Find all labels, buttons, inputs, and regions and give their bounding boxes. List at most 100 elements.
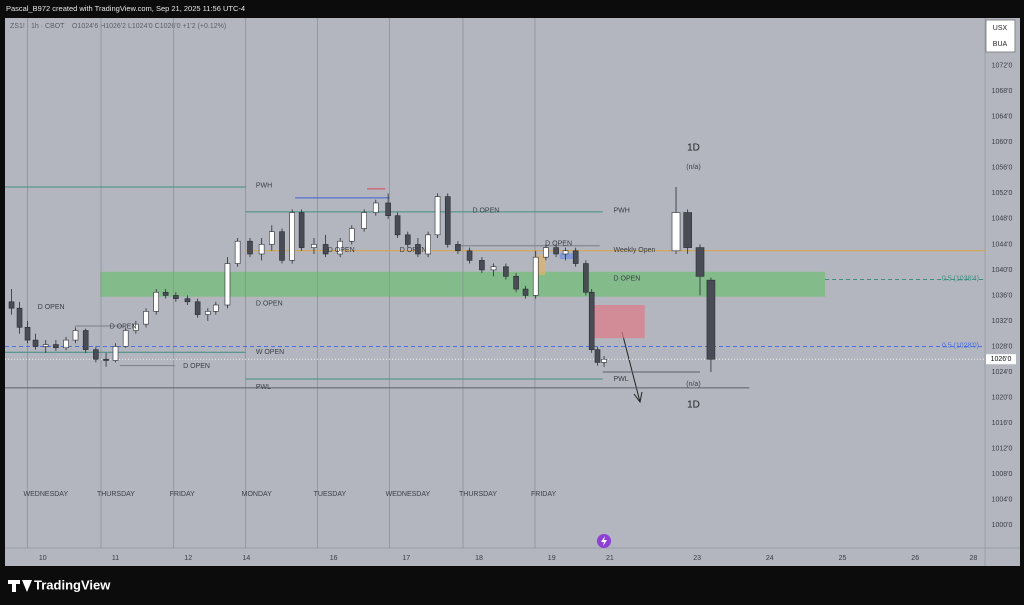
candle-body	[143, 311, 149, 325]
candle-body	[269, 231, 275, 245]
candle-body	[234, 240, 241, 264]
candle-body	[594, 349, 601, 363]
candle-body	[588, 291, 595, 350]
candle-body	[53, 344, 59, 349]
x-tick-label: 14	[242, 555, 250, 562]
y-tick-label: 1056'0	[992, 165, 1013, 172]
annotation: D OPEN	[614, 276, 641, 283]
session-label: THURSDAY	[459, 491, 497, 498]
y-tick-label: 1016'0	[992, 420, 1013, 427]
y-tick-label: 1072'0	[992, 63, 1013, 70]
annotation: D OPEN	[472, 207, 499, 214]
annotation: D OPEN	[328, 247, 355, 254]
candle-body	[289, 212, 295, 261]
annotation: D OPEN	[38, 304, 65, 311]
candle-body	[93, 349, 99, 360]
candle-body	[279, 231, 285, 261]
candle-body	[466, 250, 473, 261]
candle-body	[63, 339, 69, 349]
y-tick-label: 1052'0	[992, 190, 1013, 197]
daily-label: 1D	[687, 143, 700, 154]
annotation: PWL	[256, 384, 271, 391]
candle-body	[8, 301, 15, 309]
candle-body	[455, 244, 461, 252]
candle-body	[82, 330, 89, 350]
candle-body	[444, 196, 451, 245]
candle-body	[532, 256, 539, 296]
session-label: FRIDAY	[170, 491, 195, 498]
session-label: WEDNESDAY	[386, 491, 431, 498]
annotation: D OPEN	[545, 241, 572, 248]
candle-body	[247, 240, 253, 255]
annotation: PWH	[256, 183, 272, 190]
candle-body	[298, 212, 305, 248]
annotation: PWH	[614, 207, 630, 214]
candle-body	[133, 323, 139, 331]
candle-body	[112, 346, 119, 361]
x-tick-label: 19	[548, 555, 556, 562]
ohlc-info: O1024'6 H1026'2 L1024'0 C1026'0 +1'2 (+0…	[72, 23, 226, 30]
x-tick-label: 28	[969, 555, 977, 562]
y-tick-label: 1044'0	[992, 241, 1013, 248]
y-tick-label: 1024'0	[992, 369, 1013, 376]
x-tick-label: 18	[475, 555, 483, 562]
y-tick-label: 1004'0	[992, 496, 1013, 503]
candle-body	[153, 291, 160, 312]
annotation: D OPEN	[110, 324, 137, 331]
candle-body	[213, 304, 219, 312]
candle-body	[706, 279, 716, 360]
candle-body	[103, 358, 109, 361]
session-label: TUESDAY	[314, 491, 347, 498]
x-tick-label: 25	[839, 555, 847, 562]
y-tick-label: 1012'0	[992, 445, 1013, 452]
annotation: D OPEN	[400, 247, 427, 254]
annotation: D OPEN	[183, 363, 210, 370]
candle-body	[184, 298, 191, 303]
session-label: MONDAY	[242, 491, 273, 498]
header-text: Pascal_B972 created with TradingView.com…	[6, 4, 245, 13]
candle-body	[122, 330, 129, 347]
daily-note: (n/a)	[686, 164, 700, 171]
annotation: W OPEN	[256, 349, 284, 356]
candle-body	[404, 234, 411, 245]
y-tick-label: 1008'0	[992, 471, 1013, 478]
x-tick-label: 23	[693, 555, 701, 562]
candle-body	[372, 202, 379, 213]
currency-unit: BUA	[993, 41, 1008, 48]
session-label: THURSDAY	[97, 491, 135, 498]
session-label: FRIDAY	[531, 491, 556, 498]
brand-logo	[8, 580, 32, 592]
y-tick-label: 1060'0	[992, 139, 1013, 146]
candle-body	[601, 358, 607, 363]
candle-body	[671, 212, 681, 252]
x-tick-label: 24	[766, 555, 774, 562]
x-tick-label: 10	[39, 555, 47, 562]
candle-body	[513, 276, 519, 290]
currency-box[interactable]	[985, 19, 1016, 53]
x-tick-label: 12	[184, 555, 192, 562]
annotation: PWL	[614, 376, 629, 383]
candle-body	[695, 247, 705, 277]
candle-body	[72, 330, 79, 341]
annotation: D OPEN	[256, 301, 283, 308]
candle-body	[522, 288, 529, 296]
last-price-box	[986, 354, 1016, 365]
candle-body	[205, 311, 211, 315]
y-tick-label: 1036'0	[992, 292, 1013, 299]
zone	[535, 254, 546, 276]
candle-body	[194, 301, 201, 315]
candle-body	[337, 240, 343, 255]
x-tick-label: 26	[911, 555, 919, 562]
candle-body	[583, 263, 589, 293]
y-tick-label: 1048'0	[992, 216, 1013, 223]
x-tick-label: 21	[606, 555, 614, 562]
session-label: WEDNESDAY	[24, 491, 69, 498]
y-tick-label: 1020'0	[992, 394, 1013, 401]
candle-body	[24, 327, 31, 341]
fib-label: 0.5 (1028'0)	[942, 342, 979, 349]
x-tick-label: 11	[112, 555, 119, 562]
candle-body	[173, 295, 179, 299]
candle-body	[503, 266, 509, 277]
candle-body	[224, 263, 231, 306]
